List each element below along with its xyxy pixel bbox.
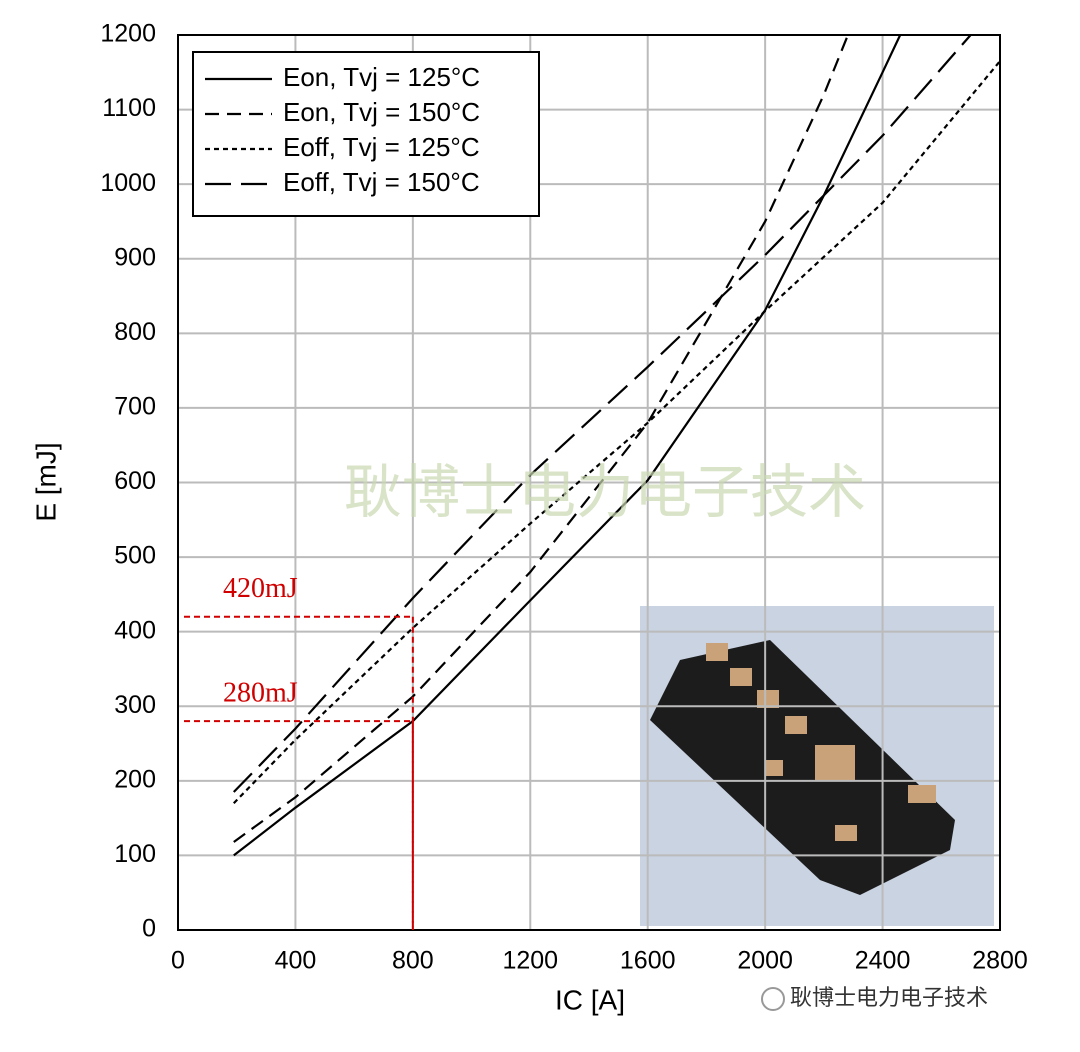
terminal [785, 716, 807, 734]
watermark: 耿博士电力电子技术 [344, 458, 866, 526]
y-tick-label: 1100 [102, 94, 156, 122]
x-tick-label: 1600 [620, 947, 676, 975]
annotation-label: 420mJ [223, 573, 298, 604]
y-tick-label: 300 [114, 691, 156, 719]
series-line [232, 34, 972, 793]
footer-text: 耿博士电力电子技术 [790, 985, 988, 1010]
y-axis-label: E [mJ] [30, 442, 61, 521]
y-tick-label: 600 [114, 467, 156, 495]
y-tick-label: 200 [114, 765, 156, 793]
x-tick-label: 400 [275, 947, 317, 975]
y-tick-label: 0 [142, 915, 156, 943]
product-photo [640, 606, 994, 926]
y-tick-label: 400 [114, 616, 156, 644]
terminal [765, 760, 783, 776]
terminal [706, 643, 728, 661]
x-tick-label: 2000 [737, 947, 793, 975]
plot-frame [177, 34, 1001, 931]
y-tick-label: 1000 [100, 169, 156, 197]
wechat-icon [761, 987, 785, 1011]
legend-label: Eoff, Tvj = 125°C [283, 132, 480, 162]
terminal [908, 785, 936, 803]
legend: Eon, Tvj = 125°C Eon, Tvj = 150°C Eoff, Tv… [192, 51, 540, 217]
annotation-label: 280mJ [223, 678, 298, 709]
series-line [233, 34, 902, 857]
module [650, 640, 955, 895]
series-line [233, 34, 849, 843]
legend-label: Eoff, Tvj = 150°C [283, 167, 480, 197]
x-tick-label: 800 [392, 947, 434, 975]
terminal [730, 668, 752, 686]
terminal [757, 690, 779, 708]
y-tick-label: 100 [114, 840, 156, 868]
terminal [835, 825, 857, 841]
series-line [232, 60, 1001, 804]
y-tick-label: 900 [114, 243, 156, 271]
y-tick-label: 700 [114, 393, 156, 421]
y-tick-label: 1200 [100, 20, 156, 48]
y-tick-label: 500 [114, 542, 156, 570]
x-tick-label: 1200 [502, 947, 558, 975]
terminal [815, 745, 855, 781]
x-tick-label: 0 [171, 947, 185, 975]
x-tick-label: 2400 [855, 947, 911, 975]
y-tick-label: 800 [114, 318, 156, 346]
x-axis-label: IC [A] [555, 984, 625, 1015]
legend-label: Eon, Tvj = 150°C [283, 97, 480, 127]
legend-label: Eon, Tvj = 125°C [283, 62, 480, 92]
x-tick-label: 2800 [972, 947, 1028, 975]
